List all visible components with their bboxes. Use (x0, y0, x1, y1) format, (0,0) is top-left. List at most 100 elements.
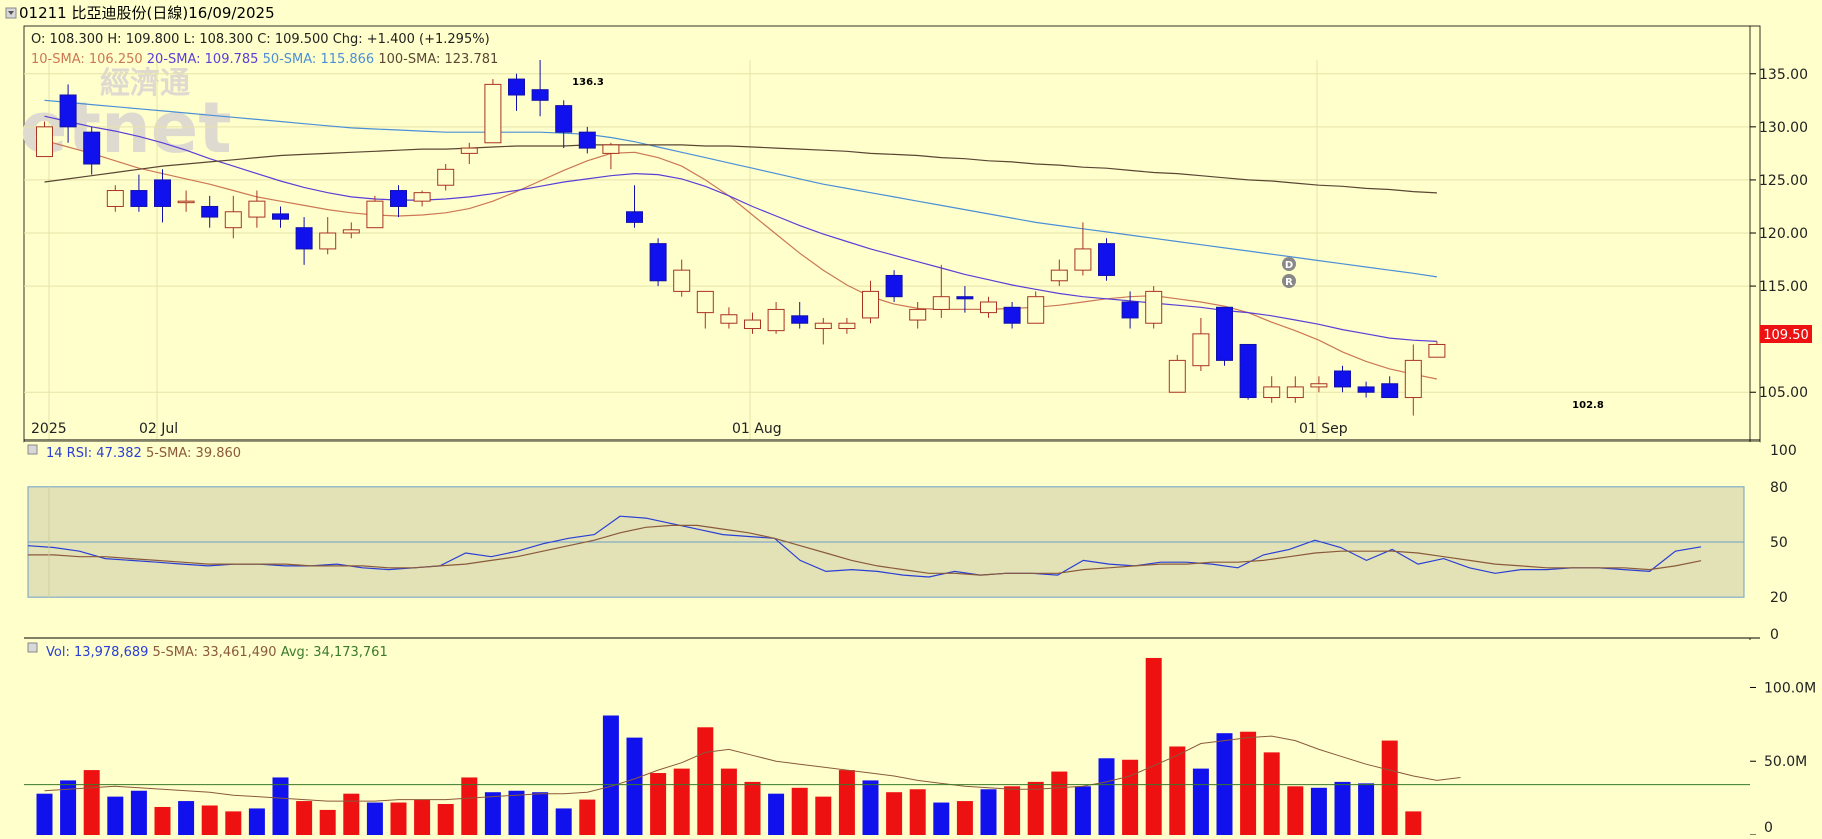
candle-body-up (1074, 248, 1092, 271)
volume-bar (319, 809, 336, 835)
volume-bar (1240, 731, 1257, 835)
watermark-chinese: 經濟通 (100, 66, 190, 101)
candle-body-up (484, 83, 502, 144)
ohlc-readout: O: 108.300 H: 109.800 L: 108.300 C: 109.… (31, 32, 490, 47)
candle-body-up (744, 319, 761, 330)
dividend-marker[interactable]: D (1282, 257, 1296, 271)
candle-body-down (390, 190, 407, 207)
candle-body-up (932, 296, 950, 310)
volume-bar (1074, 786, 1091, 835)
volume-bar (343, 793, 360, 835)
rsi-legend: 14 RSI: 47.382 5-SMA: 39.860 (46, 446, 241, 461)
volume-collapse-icon[interactable] (27, 642, 38, 653)
last-price-label: 109.50 (1763, 328, 1809, 343)
volume-bar (154, 806, 171, 835)
price-tick-label: 135.00 (1759, 67, 1808, 83)
volume-bar (532, 792, 549, 835)
volume-bar (461, 777, 478, 835)
volume-panel: 100.0M 50.0M 0 (24, 640, 1816, 836)
rights-marker-label: R (1285, 277, 1293, 288)
rsi-collapse-icon[interactable] (27, 444, 38, 455)
volume-bar (602, 715, 619, 835)
candle-body-up (696, 290, 714, 314)
rsi-y-axis: 100 80 50 20 0 (1770, 443, 1797, 643)
rsi-panel: 100 80 50 20 0 (24, 442, 1797, 643)
price-tick-label: 120.00 (1759, 226, 1808, 242)
volume-bar (1334, 781, 1351, 835)
volume-bar (1381, 740, 1398, 835)
candle-body-up (1428, 343, 1446, 358)
candle-body-up (673, 269, 691, 292)
volume-bar (1169, 746, 1186, 835)
candle-body-down (1381, 383, 1399, 399)
volume-bar (390, 802, 407, 835)
volume-bar (437, 804, 454, 835)
price-legend-item: 20-SMA: 109.785 (147, 52, 263, 67)
candle-body-down (555, 105, 573, 133)
price-legend: 10-SMA: 106.250 20-SMA: 109.785 50-SMA: … (31, 52, 498, 67)
date-label: 01 Sep (1299, 421, 1348, 437)
rsi-tick-label: 80 (1770, 480, 1788, 496)
volume-legend-item: Avg: 34,173,761 (281, 645, 388, 660)
volume-bar (1051, 771, 1068, 835)
volume-tick-label: 0 (1764, 820, 1773, 835)
price-tick-label: 105.00 (1759, 385, 1808, 401)
candle-body-down (1121, 301, 1139, 319)
low-annotation: 102.8 (1572, 400, 1604, 411)
volume-bar (1145, 657, 1162, 835)
candle-body-down (83, 131, 101, 165)
candle-body-down (272, 213, 289, 220)
volume-bar (248, 808, 265, 835)
volume-bar (1098, 758, 1115, 835)
volume-bar (862, 780, 879, 835)
candle-body-up (814, 322, 832, 330)
candle-body-up (319, 232, 337, 250)
volume-bar (130, 790, 147, 835)
price-tick-label: 115.00 (1759, 279, 1808, 295)
volume-legend-item: Vol: 13,978,689 (46, 645, 153, 660)
volume-bar (909, 789, 926, 835)
rsi-lines (27, 515, 1702, 578)
volume-bar (744, 781, 761, 835)
volume-bar (107, 796, 124, 835)
candle-body-down (791, 315, 809, 324)
volume-bar (1287, 786, 1304, 835)
candle-body-down (531, 89, 549, 101)
candle-body-down (1239, 343, 1257, 399)
volume-bar (178, 801, 195, 835)
rsi-tick-label: 0 (1770, 627, 1779, 643)
volume-bar (720, 768, 737, 835)
candle-body-down (201, 205, 219, 218)
volume-bar (886, 792, 903, 835)
date-label: 02 Jul (139, 421, 178, 437)
last-price-tag: 109.50 (1760, 325, 1812, 343)
volume-bar (414, 799, 431, 835)
candle-body-up (1168, 359, 1186, 393)
rsi-tick-label: 100 (1770, 443, 1797, 459)
candle-body-up (224, 211, 242, 229)
candle-body-up (767, 308, 785, 332)
volume-bar (1358, 783, 1375, 835)
price-tick-label: 130.00 (1759, 120, 1808, 136)
volume-bar (484, 792, 501, 835)
rsi-line (28, 524, 1702, 576)
candle-body-down (59, 94, 77, 128)
candle-body-up (838, 322, 856, 330)
candle-body-down (1357, 386, 1375, 393)
sma-line (44, 115, 1437, 342)
candlesticks (36, 59, 1446, 416)
candle-body-up (980, 301, 997, 314)
price-legend-item: 10-SMA: 106.250 (31, 52, 147, 67)
price-y-axis: 135.00 130.00 125.00 120.00 115.00 105.00 (1750, 67, 1808, 401)
volume-tick-label: 100.0M (1764, 680, 1816, 696)
rights-marker[interactable]: R (1282, 274, 1296, 288)
candle-body-down (295, 227, 313, 250)
volume-bar (791, 787, 808, 835)
candle-body-down (130, 190, 148, 207)
volume-bar (1122, 759, 1139, 835)
volume-bar (956, 801, 973, 835)
collapse-arrow-icon (8, 11, 14, 15)
candle-body-up (720, 314, 738, 324)
volume-bar (201, 805, 218, 835)
candle-body-up (1145, 290, 1163, 324)
